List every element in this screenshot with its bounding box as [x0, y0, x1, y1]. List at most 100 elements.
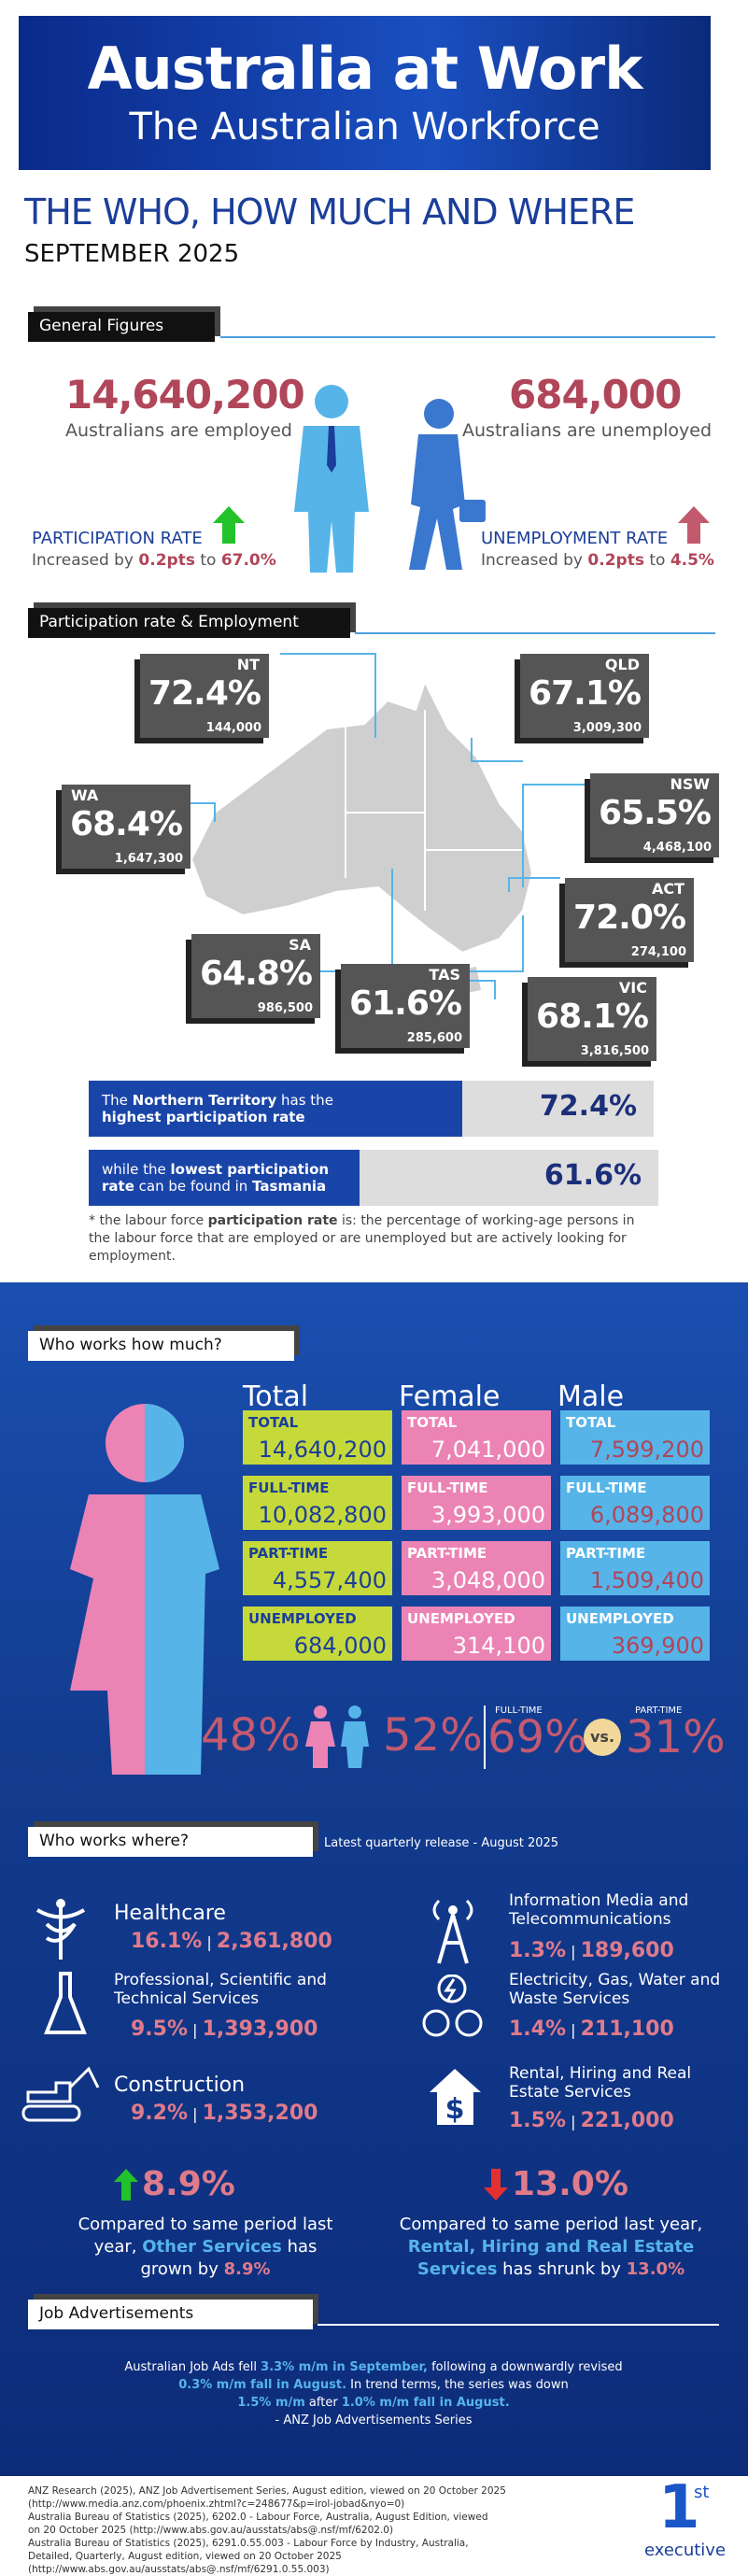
state-participation: 65.5%	[599, 794, 712, 832]
state-vic: VIC 68.1% 3,816,500	[528, 977, 656, 1061]
section-rule	[318, 2324, 719, 2326]
section-who-where: Who works where?	[28, 1827, 313, 1857]
gender-figure	[70, 1404, 219, 1775]
logo: 1 st executive	[635, 2473, 738, 2563]
state-code: NT	[236, 656, 260, 673]
female-percent: 48%	[201, 1709, 301, 1762]
cell-total-fulltime: FULL-TIME 10,082,800	[243, 1476, 392, 1530]
state-employed: 3,816,500	[580, 1044, 649, 1058]
title-banner: Australia at Work The Australian Workfor…	[19, 16, 711, 170]
job-ads-text: Australian Job Ads fell 3.3% m/m in Sept…	[124, 2360, 623, 2427]
employed-person-icon	[294, 385, 369, 573]
state-sa: SA 64.8% 986,500	[191, 934, 320, 1018]
shrink-value: 13.0%	[512, 2165, 628, 2203]
state-nsw: NSW 65.5% 4,468,100	[590, 773, 719, 857]
highest-callout: The Northern Territory has the highest p…	[89, 1081, 748, 1137]
state-code: SA	[289, 936, 311, 954]
industry-healthcare: Healthcare	[114, 1902, 226, 1925]
growth-value: 8.9%	[142, 2165, 235, 2203]
lowest-callout: while the lowest participation rate can …	[89, 1150, 658, 1206]
up-arrow-icon	[213, 506, 245, 544]
state-participation: 68.4%	[70, 805, 183, 843]
state-code: TAS	[429, 966, 460, 984]
industry-professional-figures: 9.5% | 1,393,900	[131, 2017, 318, 2041]
state-nt: NT 72.4% 144,000	[140, 654, 269, 738]
cell-male-parttime: PART-TIME 1,509,400	[560, 1541, 710, 1595]
lowest-callout-value: 61.6%	[360, 1150, 658, 1206]
banner-subtitle: The Australian Workforce	[129, 106, 600, 149]
fulltime-label: FULL-TIME	[495, 1706, 543, 1716]
employed-label: Australians are employed	[65, 420, 292, 441]
section-rule	[355, 632, 715, 634]
industry-info-media: Information Media and Telecommunications	[509, 1891, 689, 1929]
employed-number: 14,640,200	[65, 372, 305, 418]
participation-rate-title: PARTICIPATION RATE	[32, 529, 203, 548]
industry-rental: Rental, Hiring and Real Estate Services	[509, 2064, 692, 2102]
cell-male-unemployed: UNEMPLOYED 369,900	[560, 1606, 710, 1661]
state-act: ACT 72.0% 274,100	[565, 878, 694, 962]
industry-info-media-figures: 1.3% | 189,600	[509, 1939, 674, 1962]
section-general-figures: General Figures	[28, 312, 215, 342]
cell-male-total: TOTAL 7,599,200	[560, 1410, 710, 1465]
lowest-callout-text: while the lowest participation rate can …	[89, 1150, 360, 1206]
state-participation: 72.4%	[148, 674, 261, 713]
cell-total-total: TOTAL 14,640,200	[243, 1410, 392, 1465]
highest-callout-text: The Northern Territory has the highest p…	[89, 1081, 462, 1137]
cell-total-parttime: PART-TIME 4,557,400	[243, 1541, 392, 1595]
col-total: Total	[243, 1380, 309, 1413]
cell-female-fulltime: FULL-TIME 3,993,000	[402, 1476, 551, 1530]
state-employed: 144,000	[205, 721, 261, 735]
release-note: Latest quarterly release - August 2025	[324, 1836, 559, 1850]
parttime-percent: 31%	[626, 1711, 726, 1763]
page-heading: THE WHO, HOW MUCH AND WHERE	[24, 191, 635, 233]
state-participation: 61.6%	[349, 984, 462, 1023]
state-participation: 72.0%	[573, 899, 686, 937]
state-wa: WA 68.4% 1,647,300	[62, 785, 191, 869]
section-job-ads: Job Advertisements	[28, 2300, 313, 2329]
unemployed-label: Australians are unemployed	[462, 420, 713, 441]
state-participation: 67.1%	[529, 674, 642, 713]
shrink-text: Compared to same period last year, Renta…	[399, 2215, 703, 2279]
fulltime-percent: 69%	[487, 1711, 587, 1763]
unemployment-rate-title: UNEMPLOYMENT RATE	[481, 529, 669, 548]
excavator-icon	[21, 2066, 100, 2122]
unemployment-rate-change: Increased by 0.2pts to 4.5%	[481, 551, 714, 570]
state-employed: 986,500	[257, 1001, 313, 1015]
caduceus-icon	[35, 1899, 86, 1960]
cell-female-total: TOTAL 7,041,000	[402, 1410, 551, 1465]
unemployed-person-icon	[409, 399, 486, 570]
state-code: ACT	[651, 880, 684, 898]
state-qld: QLD 67.1% 3,009,300	[520, 654, 649, 738]
cell-female-unemployed: UNEMPLOYED 314,100	[402, 1606, 551, 1661]
house-dollar-icon: $	[430, 2069, 481, 2126]
state-participation: 64.8%	[200, 955, 313, 993]
down-arrow-icon	[484, 2169, 508, 2201]
state-tas: TAS 61.6% 285,600	[341, 964, 470, 1048]
logo-superscript: st	[694, 2483, 710, 2502]
section-participation: Participation rate & Employment	[28, 608, 350, 638]
page-date: SEPTEMBER 2025	[24, 240, 240, 268]
participation-note: * the labour force participation rate is…	[89, 1213, 635, 1264]
antenna-icon	[432, 1899, 473, 1964]
divider	[484, 1706, 486, 1769]
state-employed: 4,468,100	[642, 841, 712, 855]
industry-rental-figures: 1.5% | 221,000	[509, 2109, 674, 2132]
cell-female-parttime: PART-TIME 3,048,000	[402, 1541, 551, 1595]
industry-utilities: Electricity, Gas, Water and Waste Servic…	[509, 1971, 721, 2008]
up-arrow-icon	[114, 2169, 138, 2201]
state-employed: 285,600	[406, 1031, 462, 1045]
vs-badge: vs.	[584, 1719, 621, 1756]
state-employed: 1,647,300	[114, 852, 183, 866]
female-male-icon	[305, 1706, 369, 1768]
industry-healthcare-figures: 16.1% | 2,361,800	[131, 1930, 332, 1953]
unemployed-number: 684,000	[509, 372, 682, 418]
industry-utilities-figures: 1.4% | 211,100	[509, 2017, 674, 2041]
growth-text: Compared to same period last year, Other…	[78, 2215, 333, 2279]
svg-text:$: $	[445, 2093, 465, 2126]
male-percent: 52%	[383, 1709, 483, 1762]
state-employed: 274,100	[630, 945, 686, 959]
logo-numeral: 1	[658, 2473, 700, 2542]
state-code: WA	[71, 786, 99, 804]
state-employed: 3,009,300	[572, 721, 642, 735]
participation-rate-change: Increased by 0.2pts to 67.0%	[32, 551, 276, 570]
